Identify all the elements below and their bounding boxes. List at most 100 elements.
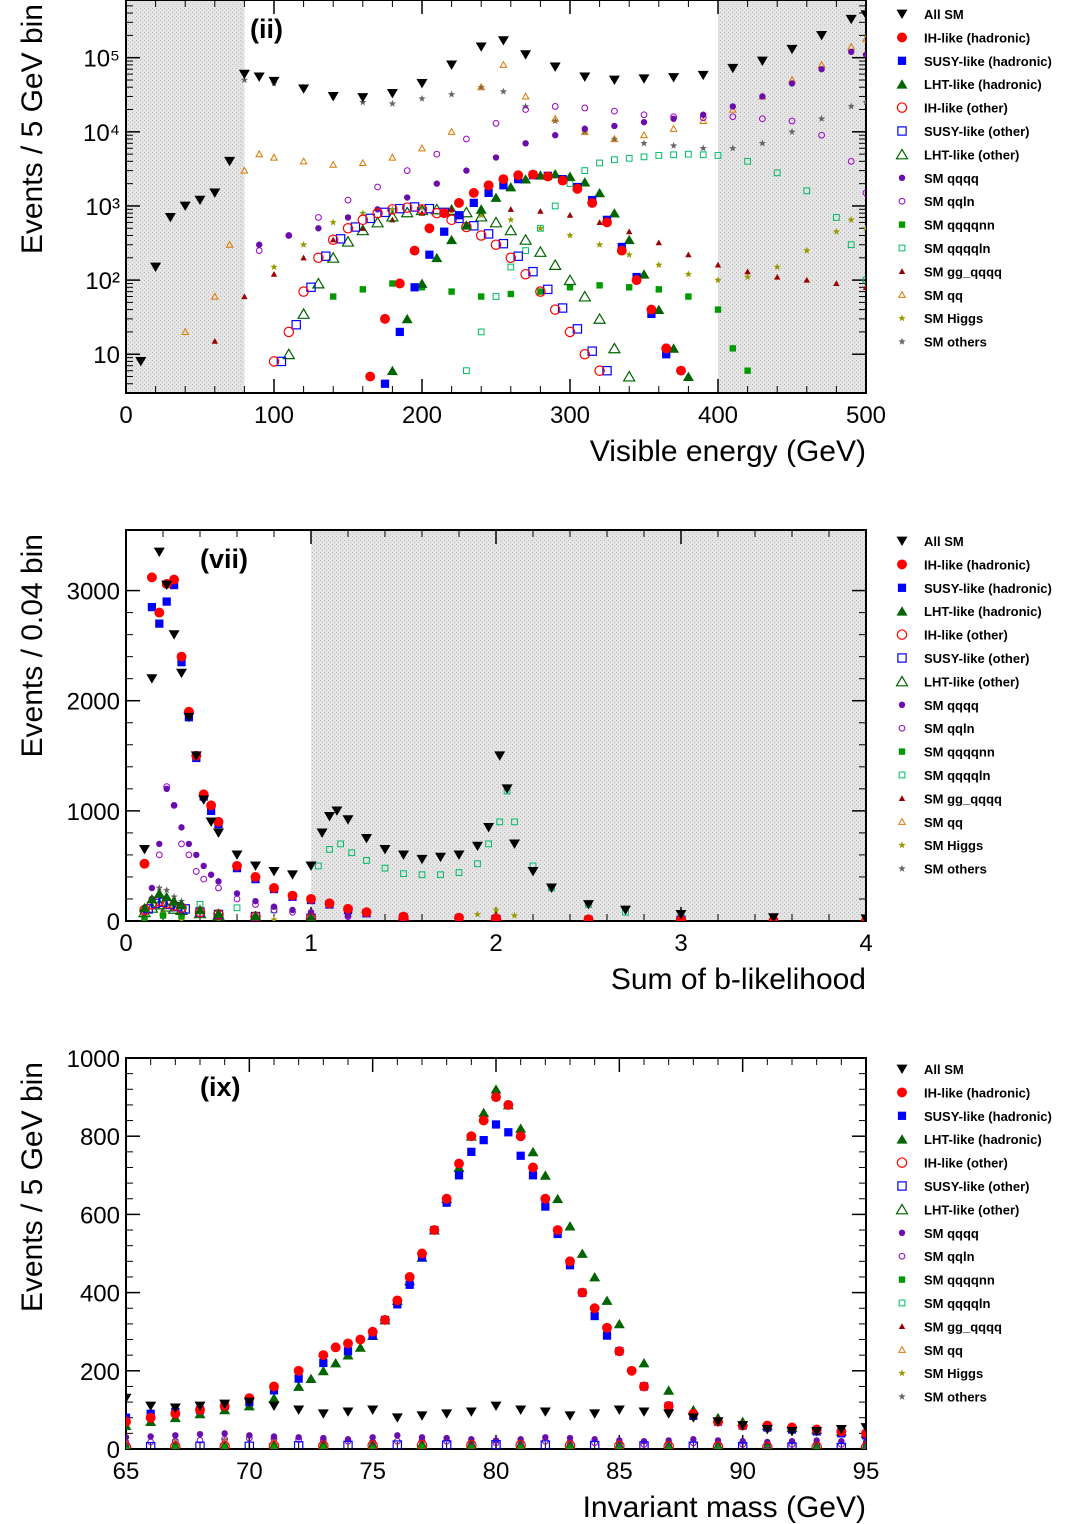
data-point-sm-gg-qqqq [685, 251, 692, 258]
data-point-susy-like-other [244, 1441, 255, 1449]
legend-label: LHT-like (hadronic) [924, 604, 1042, 619]
data-point-all-sm [139, 845, 150, 855]
data-point-sm-qqqq [170, 802, 178, 809]
data-point-all-sm [589, 1409, 601, 1419]
data-point-all-sm [860, 1423, 866, 1433]
legend-entry-sm-others: SM others [898, 862, 987, 877]
data-point-sm-others [388, 99, 397, 107]
data-point-lht-like-hadronic [213, 908, 224, 918]
data-point-sm-others [699, 144, 707, 152]
data-point-all-sm [579, 72, 591, 82]
data-point-lht-like-hadronic [401, 313, 413, 324]
data-point-susy-like-hadronic [590, 1311, 599, 1321]
legend-entry-sm-qqln: SM qqln [898, 1249, 975, 1264]
data-point-sm-gg-qqqq [537, 207, 544, 214]
data-point-sm-qqqq [185, 840, 193, 848]
data-point-sm-higgs [862, 224, 866, 232]
data-point-ih-like-other [298, 286, 309, 297]
data-point-ih-like-hadronic [454, 1158, 464, 1169]
data-point-sm-qqqq [221, 1430, 228, 1437]
data-point-ih-like-hadronic [380, 313, 390, 324]
data-point-lht-like-hadronic [317, 1365, 329, 1376]
data-point-sm-qqqqnn [369, 1443, 376, 1449]
data-point-sm-higgs [655, 261, 663, 269]
plot-frame [125, 1057, 867, 1450]
data-point-sm-qqln [155, 851, 163, 859]
data-point-sm-qqln [315, 214, 322, 221]
series-susy-like-other [145, 1439, 847, 1449]
data-point-lht-like-other [713, 1440, 723, 1449]
x-tick-label: 0 [119, 930, 132, 957]
legend-marker-sm-gg-qqqq [898, 268, 906, 274]
data-point-sm-higgs [536, 224, 545, 232]
data-point-sm-qq [639, 130, 649, 139]
data-point-ih-like-other [712, 1441, 724, 1449]
data-point-sm-others [610, 135, 619, 143]
data-point-sm-qqqqln [655, 152, 663, 159]
data-point-sm-gg-qqqq [566, 212, 574, 218]
data-point-all-sm [268, 76, 280, 87]
data-point-sm-qq [610, 134, 619, 143]
data-point-all-sm [176, 668, 187, 679]
data-point-ih-like-hadronic [365, 371, 376, 382]
series-ih-like-hadronic [139, 572, 866, 921]
data-point-lht-like-hadronic [601, 1295, 613, 1305]
data-point-ih-like-other [520, 268, 531, 280]
data-point-susy-like-other [787, 1442, 797, 1449]
data-point-all-sm [324, 811, 335, 822]
data-point-sm-qqqqln [363, 857, 370, 864]
data-point-sm-qqqq [148, 884, 156, 892]
data-point-ih-like-hadronic [478, 1115, 489, 1126]
legend-entry-sm-qqln: SM qqln [898, 721, 975, 736]
data-point-lht-like-other [861, 1441, 866, 1449]
data-point-ih-like-other [401, 202, 413, 213]
data-point-sm-qqqqln [437, 871, 444, 879]
data-point-sm-qqqqnn [448, 288, 455, 295]
data-point-sm-others [155, 884, 163, 892]
data-point-ih-like-hadronic [557, 175, 568, 186]
legend-marker-sm-qqln [898, 724, 906, 732]
data-point-sm-qqqqnn [862, 1444, 866, 1449]
data-point-lht-like-hadronic [608, 208, 620, 218]
data-point-ih-like-other [313, 252, 324, 264]
series-sm-qqqqln [463, 150, 866, 375]
data-point-all-sm [416, 78, 428, 89]
data-point-ih-like-hadronic [528, 1162, 538, 1173]
data-point-lht-like-hadronic [431, 252, 443, 263]
data-point-sm-qqln [178, 840, 185, 848]
data-point-lht-like-other [268, 1440, 280, 1449]
data-point-sm-qqqqnn [330, 293, 337, 300]
data-point-sm-higgs [270, 263, 278, 271]
y-tick-label: 10⁴ [83, 120, 120, 147]
data-point-lht-like-other [504, 224, 518, 236]
shaded-region-1 [311, 530, 866, 921]
data-point-all-sm [316, 828, 328, 838]
data-point-sm-qqqq [289, 906, 296, 914]
data-point-sm-gg-qqqq [744, 268, 751, 275]
data-point-lht-like-other [564, 1439, 576, 1449]
legend-marker-sm-qqln [898, 1252, 906, 1260]
data-point-ih-like-hadronic [154, 607, 165, 618]
legend-entry-sm-higgs: SM Higgs [898, 838, 983, 853]
data-point-susy-like-hadronic [491, 1120, 501, 1129]
data-point-sm-qqqqnn [764, 1444, 771, 1449]
data-point-sm-qq [477, 82, 486, 91]
data-point-sm-qq [240, 166, 249, 174]
data-point-sm-gg-qqqq [300, 254, 307, 261]
data-point-lht-like-other [126, 1441, 131, 1449]
legend-marker-all-sm [896, 536, 908, 546]
data-point-ih-like-hadronic [441, 1193, 452, 1204]
legend-label: LHT-like (hadronic) [924, 1132, 1042, 1147]
data-point-susy-like-hadronic [541, 1202, 550, 1211]
data-point-ih-like-hadronic [330, 1342, 341, 1353]
data-point-susy-like-hadronic [454, 1171, 464, 1180]
data-point-ih-like-hadronic [409, 245, 420, 256]
legend-marker-all-sm [896, 1064, 908, 1074]
x-tick-label: 1 [304, 930, 317, 957]
data-point-all-sm [638, 74, 650, 84]
data-point-sm-qqqq [196, 1430, 204, 1438]
data-point-susy-like-hadronic [410, 283, 419, 292]
series-ih-like-hadronic [126, 1092, 866, 1439]
x-tick-label: 70 [236, 1458, 263, 1485]
data-point-sm-qqqqln [337, 840, 344, 848]
